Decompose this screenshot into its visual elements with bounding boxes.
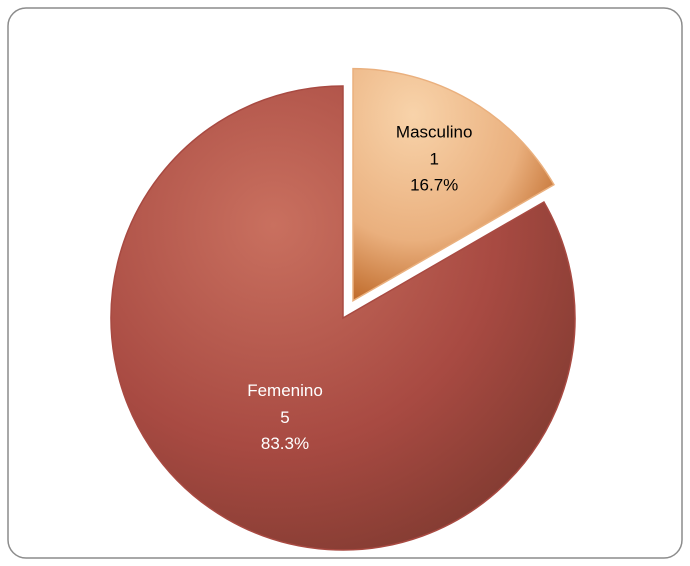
pie-slice (110, 85, 576, 551)
slice-value: 1 (429, 150, 438, 169)
slice-value: 5 (280, 408, 289, 427)
slice-percent: 83.3% (261, 434, 309, 453)
slice-percent: 16.7% (410, 176, 458, 195)
slice-name: Masculino (396, 123, 473, 142)
pie-slice (352, 67, 555, 302)
slice-name: Femenino (247, 381, 323, 400)
